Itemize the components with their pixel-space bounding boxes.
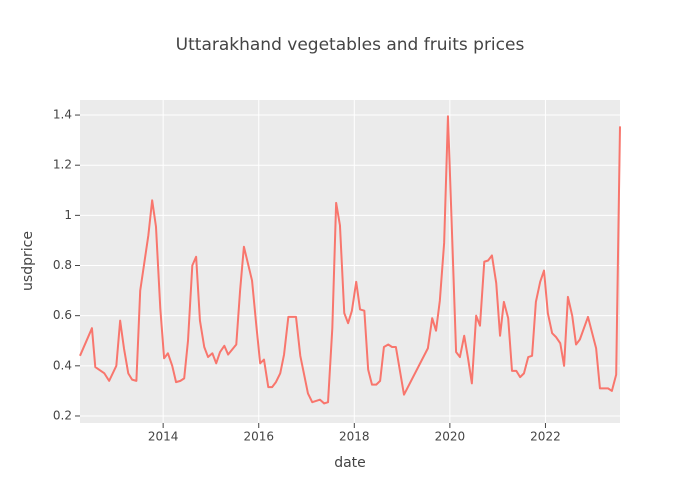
x-axis-title: date [334, 455, 366, 471]
x-tick-label: 2020 [435, 430, 466, 444]
chart-title: Uttarakhand vegetables and fruits prices [176, 35, 525, 55]
plot-background [80, 100, 620, 423]
x-tick-label: 2022 [530, 430, 561, 444]
y-tick-label: 0.8 [53, 258, 72, 272]
y-tick-label: 1 [64, 208, 72, 222]
y-tick-label: 0.2 [53, 408, 72, 422]
y-tick-label: 1.2 [53, 158, 72, 172]
x-tick-label: 2016 [243, 430, 274, 444]
marks [79, 115, 621, 405]
y-tick-label: 0.6 [53, 308, 72, 322]
price-line [79, 115, 621, 405]
y-tick-label: 0.4 [53, 358, 72, 372]
y-axis-title: usdprice [20, 231, 36, 291]
x-tick-label: 2018 [339, 430, 370, 444]
x-tick-label: 2014 [148, 430, 179, 444]
y-tick-label: 1.4 [53, 108, 72, 122]
